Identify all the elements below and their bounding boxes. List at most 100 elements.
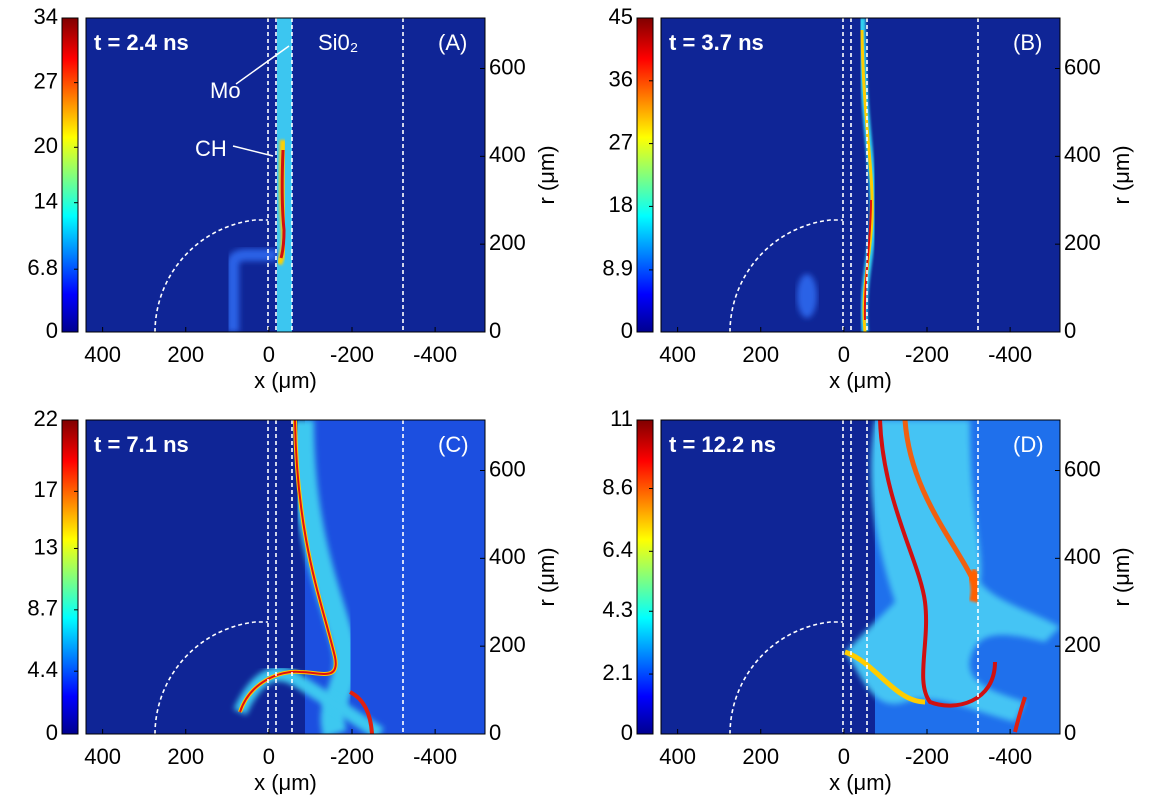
colorbar-tick-label: 0 (46, 720, 58, 745)
time-label: t = 12.2 ns (669, 432, 776, 457)
y-axis-label: r (μm) (1109, 547, 1134, 606)
y-tick-label: 200 (489, 632, 526, 657)
colorbar-tick-label: 8.7 (27, 596, 58, 621)
colorbar-tick-label: 2.1 (602, 660, 633, 685)
colorbar-tick-label: 34 (34, 4, 58, 29)
panel: 0 2.1 4.3 6.4 8.6 11 400 200 0 -200 -400 0 200 400 600… (602, 406, 1133, 795)
panel-label: (B) (1013, 30, 1042, 55)
field (227, 18, 292, 332)
plot-frame (660, 419, 1061, 735)
colorbar-tick-label: 4.4 (27, 657, 58, 682)
panel-label: (C) (438, 432, 469, 457)
x-tick-label: 200 (167, 342, 204, 367)
colorbar (61, 17, 79, 333)
colorbar-tick-label: 6.8 (27, 255, 58, 280)
leader-line (235, 45, 290, 85)
x-tick-label: 200 (167, 744, 204, 769)
panel: 0 6.8 14 20 27 34 400 200 0 -200 -400 0 200 400 600 x (… (27, 4, 558, 393)
time-label: t = 3.7 ns (669, 30, 764, 55)
x-tick-label: -400 (988, 744, 1032, 769)
x-tick-label: -400 (413, 342, 457, 367)
x-tick-label: 200 (742, 342, 779, 367)
y-tick-label: 400 (489, 142, 526, 167)
y-tick-label: 600 (489, 54, 526, 79)
x-tick-label: 0 (263, 744, 275, 769)
field (233, 420, 485, 734)
colorbar-tick-label: 4.3 (602, 597, 633, 622)
y-tick-label: 0 (489, 318, 501, 343)
y-tick-label: 200 (1064, 230, 1101, 255)
plume (797, 274, 817, 318)
boundary (154, 219, 268, 333)
y-tick-label: 0 (1064, 318, 1076, 343)
colorbar (61, 419, 79, 735)
front (349, 690, 374, 734)
colorbar-tick-label: 27 (609, 129, 633, 154)
plot-frame (85, 419, 486, 735)
front (902, 420, 976, 582)
panel: 0 8.9 18 27 36 45 400 200 0 -200 -400 0 200 400 600 x (… (602, 4, 1133, 393)
y-tick-label: 200 (1064, 632, 1101, 657)
colorbar-tick-label: 20 (34, 133, 58, 158)
x-axis-label: x (μm) (254, 770, 317, 795)
colorbar-tick-label: 45 (609, 4, 633, 29)
time-label: t = 7.1 ns (94, 432, 189, 457)
colorbar-tick-label: 6.4 (602, 537, 633, 562)
y-tick-label: 200 (489, 230, 526, 255)
x-tick-label: 400 (84, 342, 121, 367)
colorbar-tick-label: 17 (34, 477, 58, 502)
colorbar-tick-label: 13 (34, 534, 58, 559)
y-axis-label: r (μm) (1109, 145, 1134, 204)
colorbar-tick-label: 11 (610, 406, 633, 431)
colorbar-tick-label: 36 (609, 67, 633, 92)
boundary (729, 621, 843, 735)
x-tick-label: 0 (838, 744, 850, 769)
region-label: Mo (210, 78, 241, 103)
time-label: t = 2.4 ns (94, 30, 189, 55)
panel-label: (A) (438, 30, 467, 55)
y-tick-label: 0 (489, 720, 501, 745)
front (844, 649, 926, 705)
boundary (154, 621, 268, 735)
colorbar-tick-label: 0 (46, 318, 58, 343)
y-tick-label: 400 (1064, 544, 1101, 569)
panel: 0 4.4 8.7 13 17 22 400 200 0 -200 -400 0 200 400 600 x … (27, 406, 558, 795)
field (844, 420, 1060, 734)
x-tick-label: -200 (905, 744, 949, 769)
y-tick-label: 600 (489, 456, 526, 481)
x-tick-label: 400 (659, 342, 696, 367)
region-label: Si0₂ (318, 30, 358, 55)
x-axis-label: x (μm) (829, 368, 892, 393)
x-tick-label: 200 (742, 744, 779, 769)
colorbar (636, 17, 654, 333)
x-tick-label: -200 (330, 342, 374, 367)
front (279, 149, 286, 259)
leader-line (232, 145, 274, 157)
x-tick-label: -400 (413, 744, 457, 769)
y-tick-label: 600 (1064, 456, 1101, 481)
boundary (729, 219, 843, 333)
x-axis-label: x (μm) (254, 368, 317, 393)
region-label: CH (195, 136, 227, 161)
y-tick-label: 600 (1064, 54, 1101, 79)
plot-frame (660, 17, 1061, 333)
x-tick-label: 0 (263, 342, 275, 367)
y-tick-label: 400 (489, 544, 526, 569)
x-tick-label: 0 (838, 342, 850, 367)
x-tick-label: -200 (905, 342, 949, 367)
colorbar-tick-label: 0 (621, 720, 633, 745)
colorbar-tick-label: 27 (34, 68, 58, 93)
panel-label: (D) (1013, 432, 1044, 457)
field (797, 18, 877, 332)
x-axis-label: x (μm) (829, 770, 892, 795)
x-tick-label: -400 (988, 342, 1032, 367)
colorbar-tick-label: 8.6 (602, 474, 633, 499)
colorbar-tick-label: 18 (609, 192, 633, 217)
front (965, 567, 983, 604)
plot-frame (85, 17, 486, 333)
colorbar-tick-label: 14 (34, 189, 58, 214)
colorbar (636, 419, 654, 735)
y-axis-label: r (μm) (534, 145, 559, 204)
x-tick-label: 400 (84, 744, 121, 769)
